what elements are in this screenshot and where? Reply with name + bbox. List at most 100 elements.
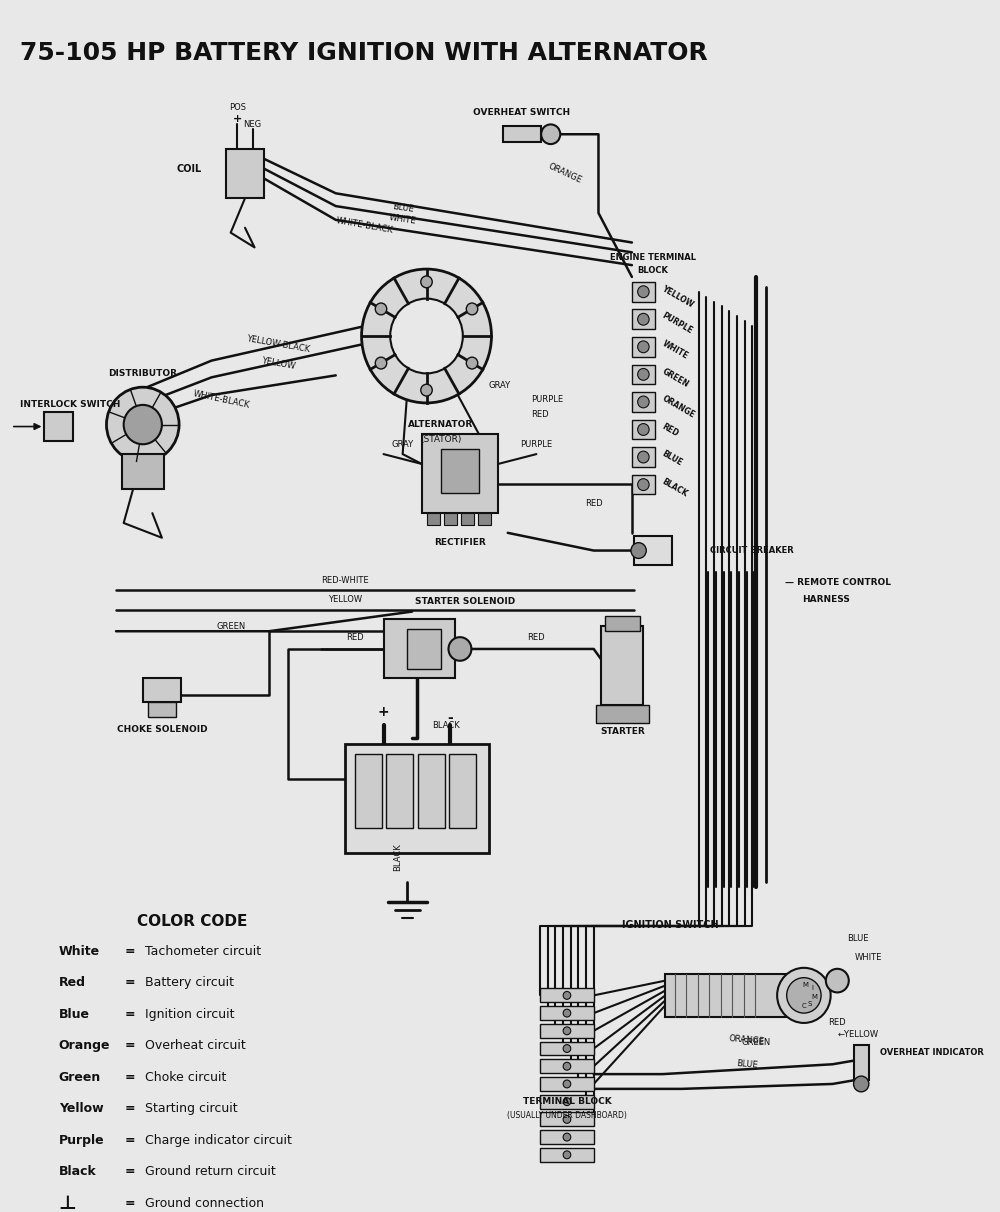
Bar <box>540 1059 594 1073</box>
Circle shape <box>448 638 471 661</box>
Text: COIL: COIL <box>177 164 202 173</box>
Circle shape <box>362 269 491 402</box>
Text: BLACK: BLACK <box>393 844 402 871</box>
Text: BLACK: BLACK <box>661 476 689 498</box>
Bar <box>441 450 479 493</box>
Circle shape <box>106 387 179 462</box>
Circle shape <box>787 978 821 1013</box>
Text: TERMINAL BLOCK: TERMINAL BLOCK <box>523 1097 611 1107</box>
Bar <box>540 1094 594 1109</box>
Bar <box>461 513 474 525</box>
Circle shape <box>563 991 571 1000</box>
Text: Red: Red <box>59 976 86 989</box>
Bar <box>665 973 799 1017</box>
Text: ORANGE: ORANGE <box>661 394 696 421</box>
Text: COLOR CODE: COLOR CODE <box>137 914 248 930</box>
Text: HARNESS: HARNESS <box>802 595 850 605</box>
Text: Yellow: Yellow <box>59 1102 103 1115</box>
Text: CIRCUIT BREAKER: CIRCUIT BREAKER <box>710 547 794 555</box>
Circle shape <box>563 1151 571 1159</box>
Bar <box>632 365 655 384</box>
Text: PURPLE: PURPLE <box>661 311 694 336</box>
Text: WHITE-BLACK: WHITE-BLACK <box>335 216 394 235</box>
Text: BLACK: BLACK <box>432 721 460 730</box>
Text: NEG: NEG <box>244 120 262 128</box>
Bar <box>386 754 413 828</box>
Text: DISTRIBUTOR: DISTRIBUTOR <box>108 368 177 378</box>
Text: =: = <box>125 1165 136 1178</box>
Circle shape <box>638 396 649 408</box>
Bar <box>418 754 445 828</box>
Bar <box>632 475 655 494</box>
Circle shape <box>563 1062 571 1070</box>
Bar <box>540 1077 594 1091</box>
Bar <box>478 513 491 525</box>
Text: White: White <box>59 944 100 957</box>
Text: ENGINE TERMINAL: ENGINE TERMINAL <box>610 253 696 262</box>
Text: I: I <box>811 985 813 991</box>
Bar <box>540 1041 594 1056</box>
Text: ALTERNATOR: ALTERNATOR <box>408 421 473 429</box>
Text: Ground connection: Ground connection <box>145 1196 264 1210</box>
Bar <box>122 454 164 488</box>
Text: BLUE: BLUE <box>847 933 868 943</box>
Text: Tachometer circuit: Tachometer circuit <box>145 944 261 957</box>
Bar <box>422 434 498 513</box>
Text: ⊥: ⊥ <box>59 1194 77 1212</box>
Text: — REMOTE CONTROL: — REMOTE CONTROL <box>785 578 891 587</box>
Circle shape <box>466 303 478 315</box>
Text: BLUE: BLUE <box>735 1059 758 1070</box>
Bar <box>44 412 73 441</box>
Bar <box>540 1024 594 1037</box>
Bar <box>540 1148 594 1162</box>
Text: WHITE: WHITE <box>661 339 690 361</box>
Text: -: - <box>448 711 453 725</box>
Text: C: C <box>802 1004 806 1010</box>
Bar <box>427 513 440 525</box>
Text: +: + <box>233 114 242 125</box>
Text: =: = <box>125 1102 136 1115</box>
Circle shape <box>375 358 387 368</box>
Text: Starting circuit: Starting circuit <box>145 1102 237 1115</box>
Text: +: + <box>378 705 389 719</box>
Text: (STATOR): (STATOR) <box>420 435 462 444</box>
Bar <box>407 629 441 669</box>
Text: =: = <box>125 1007 136 1021</box>
Text: GRAY: GRAY <box>392 440 414 448</box>
Text: CHOKE SOLENOID: CHOKE SOLENOID <box>117 725 207 734</box>
Text: STARTER: STARTER <box>600 727 645 736</box>
Text: YELLOW: YELLOW <box>661 284 695 309</box>
Text: WHITE-BLACK: WHITE-BLACK <box>192 389 250 411</box>
Circle shape <box>638 423 649 435</box>
Text: RED: RED <box>828 1018 845 1028</box>
Text: M: M <box>811 994 817 1000</box>
Text: Green: Green <box>59 1070 101 1084</box>
Text: S: S <box>808 1001 812 1007</box>
Bar <box>605 617 640 631</box>
Text: Ignition circuit: Ignition circuit <box>145 1007 234 1021</box>
Text: WHITE: WHITE <box>388 213 417 227</box>
Text: PURPLE: PURPLE <box>520 440 552 448</box>
Circle shape <box>563 1080 571 1088</box>
Bar <box>854 1045 869 1080</box>
Circle shape <box>421 384 432 396</box>
Text: GREEN: GREEN <box>661 366 690 389</box>
Bar <box>632 393 655 412</box>
Text: BLOCK: BLOCK <box>637 265 668 275</box>
Text: =: = <box>125 944 136 957</box>
Bar <box>632 337 655 356</box>
Bar <box>143 678 181 702</box>
Text: (USUALLY UNDER DASHBOARD): (USUALLY UNDER DASHBOARD) <box>507 1111 627 1120</box>
Text: =: = <box>125 976 136 989</box>
Circle shape <box>421 276 432 287</box>
Circle shape <box>124 405 162 445</box>
Circle shape <box>563 1098 571 1105</box>
Text: ORANGE: ORANGE <box>547 162 583 185</box>
Bar <box>148 702 176 716</box>
Bar <box>444 513 457 525</box>
Bar <box>384 619 455 679</box>
Circle shape <box>638 286 649 298</box>
Bar <box>540 1131 594 1144</box>
Bar <box>540 1006 594 1021</box>
Text: M: M <box>803 982 809 988</box>
